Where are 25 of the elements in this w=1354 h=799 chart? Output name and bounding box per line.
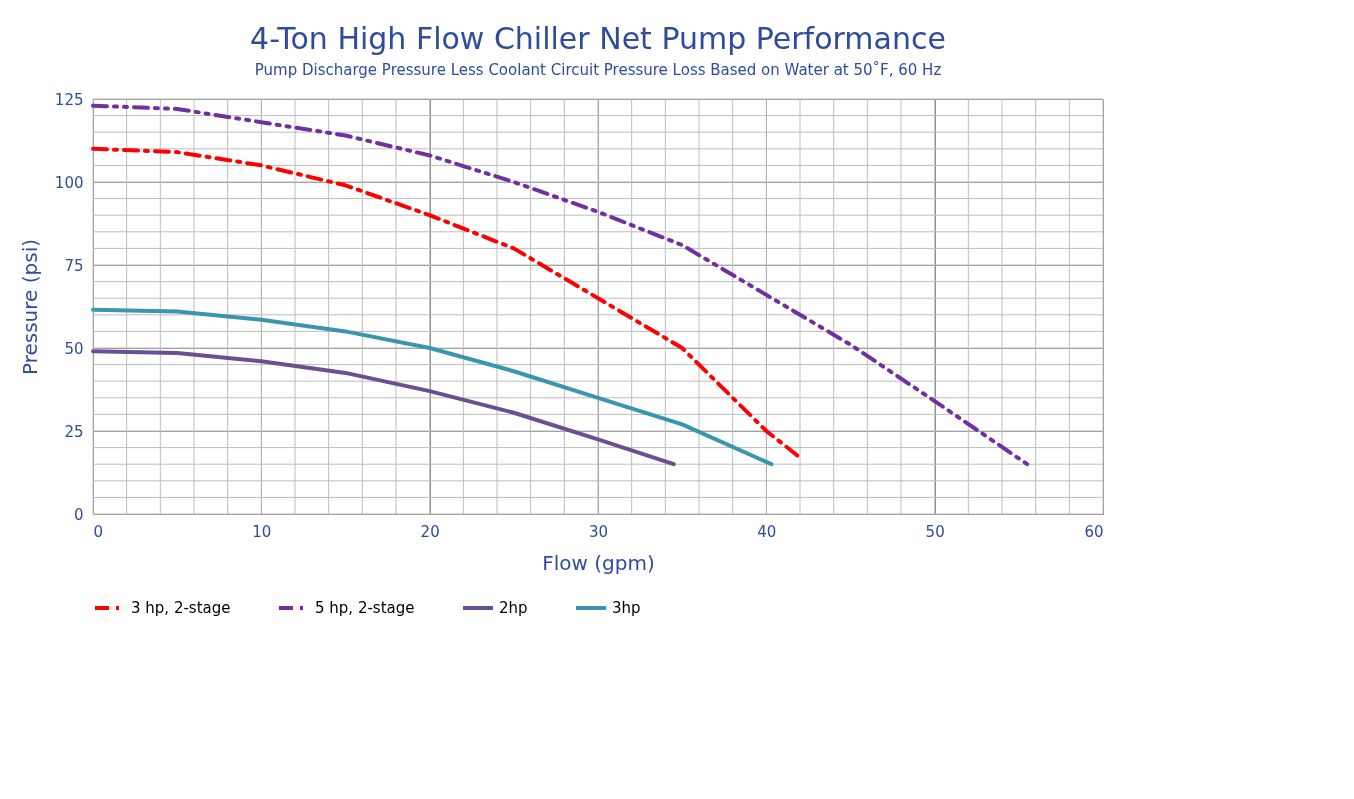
x-tick-label: 30: [588, 522, 609, 541]
y-tick-label: 25: [64, 422, 84, 441]
x-tick-label: 60: [1084, 522, 1104, 541]
line-series: [91, 103, 1030, 467]
y-tick-label: 75: [64, 256, 84, 275]
legend-label: 2hp: [499, 599, 528, 617]
legend-label: 5 hp, 2-stage: [315, 599, 415, 617]
x-tick-label: 20: [420, 522, 440, 541]
legend-label: 3 hp, 2-stage: [131, 599, 231, 617]
x-tick-label: 50: [925, 522, 945, 541]
x-tick-label: 0: [93, 522, 104, 541]
x-tick-label: 40: [757, 522, 777, 541]
line-series: [91, 307, 774, 467]
x-tick-label: 10: [252, 522, 272, 541]
y-tick-label: 0: [73, 505, 84, 524]
line-series: [91, 146, 802, 460]
y-tick-label: 125: [54, 90, 84, 109]
chart-title: 4-Ton High Flow Chiller Net Pump Performance: [250, 21, 946, 56]
x-axis-title: Flow (gpm): [542, 550, 655, 575]
y-tick-label: 100: [54, 173, 84, 192]
y-axis-title: Pressure (psi): [17, 238, 42, 376]
chart-subtitle: Pump Discharge Pressure Less Coolant Circuit Pressure Loss Based on Water at 50˚F, 60 Hz: [254, 61, 942, 79]
line-series: [91, 349, 676, 467]
legend-label: 3hp: [612, 599, 641, 617]
y-tick-label: 50: [64, 339, 84, 358]
